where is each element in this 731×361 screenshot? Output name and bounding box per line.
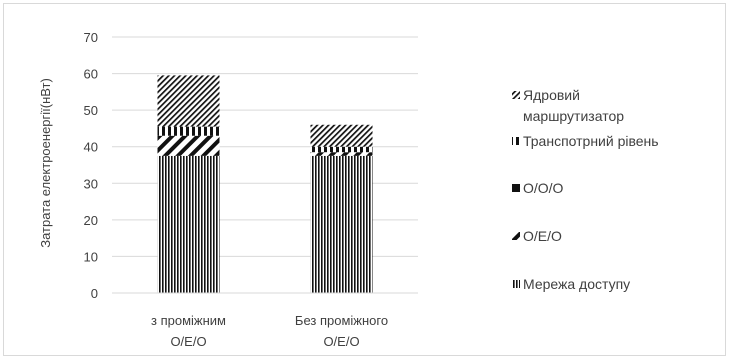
y-tick-label: 70 [84,30,98,45]
legend-label: Ядровий [523,87,580,103]
bar-segment [310,146,373,153]
y-axis-title: Затрата електроенергії(нВт) [38,78,53,248]
bar-segment [310,124,373,147]
legend-label: О/Е/О [523,228,562,244]
legend-swatch [512,232,520,240]
legend-swatch [512,184,520,192]
x-category-label: з проміжним [151,313,226,328]
bars [157,75,373,293]
y-tick-label: 60 [84,67,98,82]
bar-segment [310,155,373,293]
bar-segment [157,135,220,156]
bar-segment [310,152,373,156]
bar-segment [157,155,220,293]
category-labels: з проміжним О/Е/О Без проміжного О/Е/О [151,313,388,349]
x-category-label: Без проміжного [295,313,388,328]
bar-segment [157,75,220,127]
y-axis-ticks: 0 10 20 30 40 50 60 70 [84,30,98,301]
y-tick-label: 30 [84,176,98,191]
y-tick-label: 50 [84,103,98,118]
x-category-label: О/Е/О [323,334,359,349]
bar-segment [157,126,220,136]
legend-label: О/О/О [523,180,564,196]
legend: Мережа доступу О/Е/О О/О/О Транспотрний рів… [512,87,659,292]
legend-label: маршрутизатор [523,108,624,124]
legend-label: Транспотрний рівень [523,133,659,149]
y-tick-label: 10 [84,249,98,264]
legend-label: Мережа доступу [523,276,630,292]
y-tick-label: 0 [91,286,98,301]
y-tick-label: 40 [84,140,98,155]
legend-swatch [512,137,520,145]
legend-swatch [512,280,520,288]
x-category-label: О/Е/О [170,334,206,349]
legend-swatch [512,91,520,99]
y-tick-label: 20 [84,213,98,228]
